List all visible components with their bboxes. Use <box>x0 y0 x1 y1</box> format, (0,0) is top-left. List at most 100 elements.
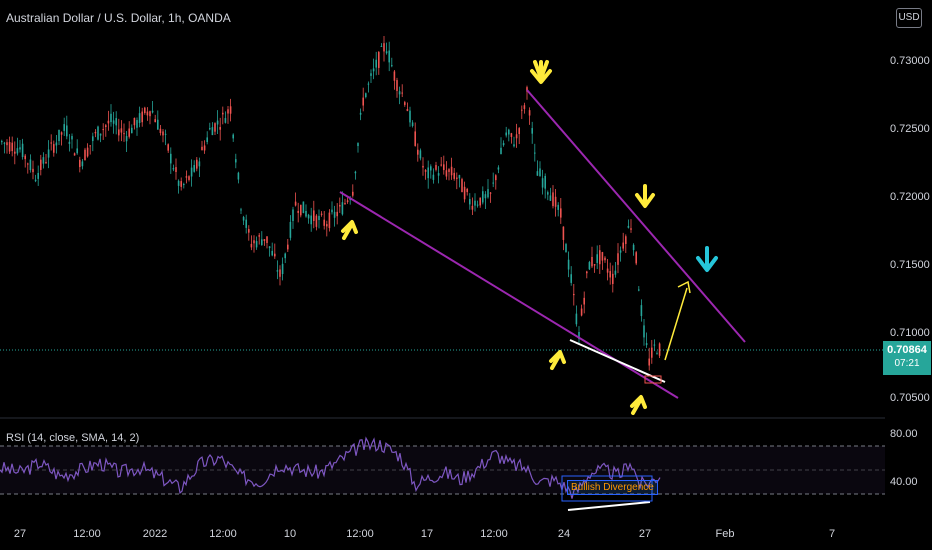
candle-body <box>492 182 494 184</box>
x-tick-label: 2022 <box>142 528 168 540</box>
candle-body <box>427 167 429 179</box>
candle-body <box>323 219 325 226</box>
candle-body <box>331 209 333 213</box>
target-arrow-icon <box>696 246 718 272</box>
candle-body <box>450 166 453 176</box>
candle-body <box>97 126 99 140</box>
candle-body <box>138 113 141 123</box>
candle-body <box>547 192 549 195</box>
candle-body <box>66 125 68 137</box>
candle-body <box>240 209 242 211</box>
x-tick-label: 12:00 <box>209 528 237 540</box>
candle-body <box>463 186 466 200</box>
candle-body <box>648 358 650 366</box>
candle-body <box>224 118 227 123</box>
candle-body <box>385 51 388 54</box>
candle-body <box>370 73 372 76</box>
last-price-tag: 0.70864 07:21 <box>883 341 931 375</box>
candle-body <box>333 211 336 218</box>
candle-body <box>375 59 377 68</box>
candle-body <box>346 200 349 203</box>
candle-body <box>339 205 341 207</box>
candle-body <box>86 147 89 157</box>
candle-body <box>105 125 107 128</box>
candle-body <box>92 136 94 142</box>
y-tick-label: 0.72500 <box>890 123 930 135</box>
candle-body <box>55 142 58 146</box>
candle-body <box>617 253 619 265</box>
candle-body <box>144 107 146 114</box>
candle-body <box>281 263 284 275</box>
candle-body <box>110 113 112 123</box>
candle-body <box>42 157 45 164</box>
candle-body <box>476 204 479 206</box>
candle-body <box>645 343 648 346</box>
candle-body <box>79 159 81 168</box>
candle-body <box>328 212 331 229</box>
candle-body <box>518 128 520 135</box>
candle-body <box>151 110 154 113</box>
candle-body <box>107 120 110 124</box>
x-tick-label: 7 <box>828 528 836 540</box>
candle-body <box>229 106 232 114</box>
candle-body <box>263 239 266 241</box>
candle-body <box>8 142 11 152</box>
candle-body <box>222 112 224 115</box>
candle-body <box>146 111 149 116</box>
candle-body <box>497 167 500 170</box>
candle-body <box>502 143 505 146</box>
candle-body <box>453 172 455 179</box>
candle-body <box>250 243 253 248</box>
y-tick-label: 0.70500 <box>890 392 930 404</box>
candle-body <box>359 112 362 115</box>
candle-body <box>315 215 318 227</box>
candle-body <box>456 177 458 179</box>
candle-body <box>419 150 422 159</box>
candle-body <box>125 136 128 142</box>
candle-body <box>50 142 52 144</box>
candle-body <box>614 270 617 275</box>
candle-body <box>136 120 138 128</box>
candle-body <box>567 259 570 270</box>
currency-button[interactable]: USD <box>896 8 922 28</box>
candle-body <box>175 167 177 173</box>
candle-body <box>193 165 195 172</box>
candle-body <box>489 192 492 194</box>
candle-body <box>432 174 435 180</box>
candle-body <box>500 147 502 155</box>
candle-body <box>45 162 47 164</box>
candle-body <box>575 313 578 325</box>
candle-body <box>24 155 26 160</box>
candle-body <box>284 253 286 259</box>
candle-body <box>445 170 448 177</box>
candle-body <box>638 289 640 291</box>
candle-body <box>162 131 164 136</box>
candle-body <box>133 117 136 126</box>
candle-body <box>112 120 115 124</box>
candle-body <box>479 197 481 206</box>
candle-body <box>414 131 416 146</box>
candle-body <box>34 179 37 182</box>
candle-body <box>40 159 42 170</box>
candle-body <box>536 171 539 176</box>
candle-body <box>523 105 526 109</box>
candle-body <box>84 149 86 161</box>
candle-body <box>601 252 604 261</box>
candle-body <box>653 344 656 346</box>
candle-body <box>422 165 424 168</box>
candle-body <box>307 214 310 219</box>
candle-body <box>560 208 562 218</box>
low-marker <box>644 375 662 384</box>
candle-body <box>471 205 474 210</box>
candle-body <box>354 171 357 174</box>
x-tick-label: 27 <box>13 528 27 540</box>
rsi-indicator-label[interactable]: RSI (14, close, SMA, 14, 2) <box>6 432 140 444</box>
candle-body <box>510 133 513 137</box>
candle-body <box>341 202 344 215</box>
chart-title[interactable]: Australian Dollar / U.S. Dollar, 1h, OAN… <box>6 11 231 25</box>
candle-body <box>118 129 120 136</box>
candle-body <box>185 176 188 178</box>
candle-body <box>300 204 302 216</box>
candle-body <box>6 142 8 146</box>
